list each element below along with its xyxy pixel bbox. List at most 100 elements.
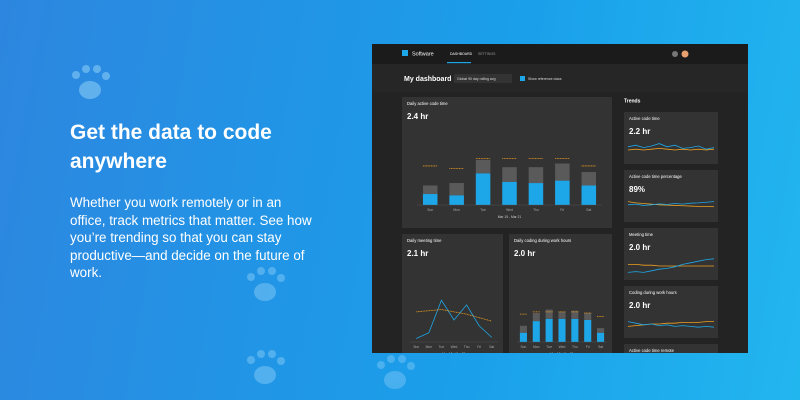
card-value: 2.0 hr [514,249,535,258]
x-tick-label: Tue [439,345,445,349]
checkbox[interactable] [520,76,525,81]
bar [555,180,570,205]
line [627,201,715,206]
line [627,143,715,150]
tab[interactable]: DASHBOARD [450,52,473,56]
paw-icon [247,350,285,384]
card-value: 2.4 hr [407,112,428,121]
card-title: Daily active code time [407,101,448,106]
x-tick-label: Thu [572,345,578,349]
bar [545,309,553,319]
bar [558,311,566,319]
tab[interactable]: SETTINGS [478,52,496,56]
bar [519,332,527,342]
x-tick-label: Fri [586,345,590,349]
trends-title: Trends [624,98,641,104]
bar [545,318,553,342]
bar [528,183,544,205]
x-tick-label: Wed [506,208,513,212]
dashboard-screenshot: Software DASHBOARD SETTINGS My dashboard… [372,44,748,353]
card-title: Active code time remote [629,348,675,353]
line [627,147,715,151]
x-tick-label: Sun [427,208,433,212]
bar [584,319,592,342]
logo [402,50,408,56]
line [627,258,715,273]
card-value: 2.0 hr [629,301,650,310]
bar [422,185,438,195]
settings-icon[interactable] [672,51,678,57]
date-range: Mar 15 - Mar 21 [498,215,522,219]
card-title: Active code time [629,116,660,121]
x-tick-label: Mon [426,345,433,349]
bar [502,167,517,182]
top-bar [372,44,748,64]
bar [449,183,464,196]
date-range: Mar 15 - Mar 21 [550,352,574,353]
card [624,170,718,222]
bar [571,310,579,319]
card [624,286,718,338]
x-tick-label: Tue [480,208,486,212]
x-tick-label: Wed [559,345,566,349]
bar [502,181,517,205]
bar [555,163,570,181]
x-tick-label: Thu [464,345,470,349]
card [402,97,612,228]
card [624,228,718,280]
hero-body: Whether you work remotely or in an offic… [70,195,312,281]
line [628,263,714,267]
card-title: Daily coding during work hours [514,238,571,243]
x-tick-label: Sat [586,208,591,212]
x-tick-label: Fri [477,345,481,349]
x-tick-label: Mon [453,208,460,212]
bar [597,332,605,342]
paw-icon [72,65,110,99]
range-label: Global 90 day rolling avg [457,77,496,81]
card [624,112,718,164]
bar [528,167,544,184]
paw-icon [377,355,415,389]
tab-indicator [447,62,471,64]
line [416,299,492,339]
card-value: 2.2 hr [629,127,650,136]
x-tick-label: Sat [598,345,603,349]
x-tick-label: Tue [546,345,552,349]
brand: Software [412,51,434,57]
bar [581,185,597,205]
x-tick-label: Sun [413,345,419,349]
card-value: 2.0 hr [629,243,650,252]
bar [571,318,579,342]
toggle-label: Show reference class [528,77,562,81]
x-tick-label: Sat [489,345,494,349]
x-tick-label: Mon [533,345,540,349]
x-tick-label: Fri [560,208,564,212]
range-dropdown[interactable] [454,74,512,83]
card [402,234,503,353]
hero-title: Get the data to code anywhere [70,121,272,173]
page-title: My dashboard [404,76,451,83]
paw-icon [247,267,285,301]
x-tick-label: Sun [520,345,526,349]
x-tick-label: Thu [533,208,539,212]
date-range: Mar 15 - Mar 21 [442,352,466,353]
bar [475,173,491,205]
bar [519,325,527,333]
line [627,321,715,328]
card-title: Coding during work hours [629,290,677,295]
card [624,344,718,353]
card-value: 2.1 hr [407,249,428,258]
card-title: Active code time percentage [629,174,683,179]
card-value: 89% [629,185,645,194]
line [627,201,715,208]
bar [449,195,464,205]
x-tick-label: Wed [451,345,458,349]
card-title: Meeting time [629,232,654,237]
bar [475,159,491,174]
bar [558,318,566,342]
avatar[interactable] [681,50,689,58]
card-title: Daily meeting time [407,238,442,243]
bar [597,328,605,333]
